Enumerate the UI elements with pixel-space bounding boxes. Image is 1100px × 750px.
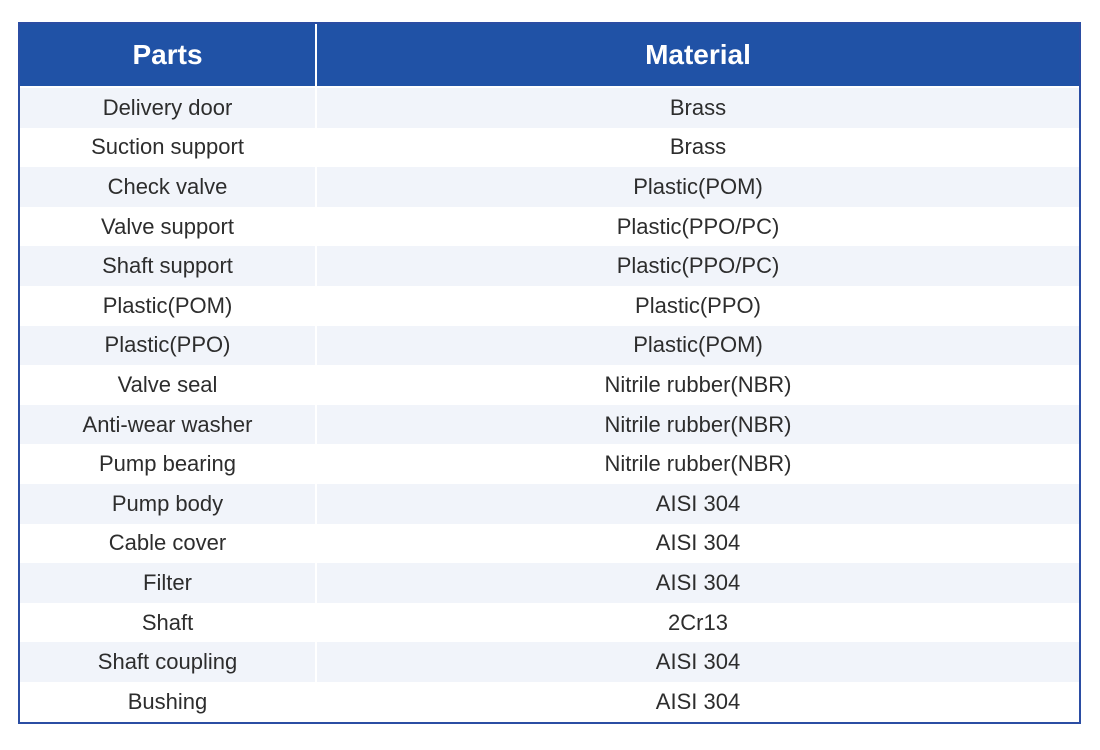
material-cell: Plastic(PPO/PC) <box>317 246 1079 286</box>
material-cell: Plastic(PPO/PC) <box>317 206 1079 247</box>
parts-cell: Plastic(POM) <box>20 285 317 326</box>
material-cell: Plastic(POM) <box>317 325 1079 366</box>
table-row: Plastic(POM) Plastic(PPO) <box>20 285 1079 326</box>
parts-cell: Valve seal <box>20 365 317 405</box>
material-cell: AISI 304 <box>317 642 1079 682</box>
table-row: Valve seal Nitrile rubber(NBR) <box>20 365 1079 405</box>
material-cell: Nitrile rubber(NBR) <box>317 404 1079 445</box>
spec-table: Parts Material Delivery door Brass Suction… <box>20 24 1079 722</box>
material-cell: 2Cr13 <box>317 602 1079 643</box>
material-cell: Plastic(POM) <box>317 167 1079 207</box>
table-row: Shaft 2Cr13 <box>20 602 1079 643</box>
table-row: Plastic(PPO) Plastic(POM) <box>20 325 1079 366</box>
parts-cell: Shaft <box>20 602 317 643</box>
table-body: Delivery door Brass Suction support Brass Ch… <box>20 88 1079 722</box>
table-row: Check valve Plastic(POM) <box>20 167 1079 207</box>
parts-cell: Valve support <box>20 206 317 247</box>
parts-cell: Suction support <box>20 127 317 168</box>
parts-cell: Pump body <box>20 483 317 524</box>
parts-cell: Shaft support <box>20 246 317 286</box>
parts-cell: Pump bearing <box>20 444 317 484</box>
material-cell: AISI 304 <box>317 483 1079 524</box>
parts-cell: Delivery door <box>20 88 317 128</box>
table-row: Pump body AISI 304 <box>20 483 1079 524</box>
material-cell: AISI 304 <box>317 563 1079 603</box>
parts-cell: Filter <box>20 563 317 603</box>
column-header-material: Material <box>317 24 1079 88</box>
parts-cell: Cable cover <box>20 523 317 564</box>
material-cell: AISI 304 <box>317 523 1079 564</box>
parts-cell: Shaft coupling <box>20 642 317 682</box>
material-cell: Nitrile rubber(NBR) <box>317 365 1079 405</box>
table-header: Parts Material <box>20 24 1079 88</box>
table-row: Filter AISI 304 <box>20 563 1079 603</box>
header-row: Parts Material <box>20 24 1079 88</box>
table-row: Shaft support Plastic(PPO/PC) <box>20 246 1079 286</box>
material-cell: Brass <box>317 88 1079 128</box>
parts-cell: Bushing <box>20 681 317 722</box>
material-cell: Brass <box>317 127 1079 168</box>
parts-material-table: Parts Material Delivery door Brass Suction… <box>18 22 1081 724</box>
table-row: Delivery door Brass <box>20 88 1079 128</box>
table-row: Valve support Plastic(PPO/PC) <box>20 206 1079 247</box>
table-row: Pump bearing Nitrile rubber(NBR) <box>20 444 1079 484</box>
table-row: Anti-wear washer Nitrile rubber(NBR) <box>20 404 1079 445</box>
material-cell: Nitrile rubber(NBR) <box>317 444 1079 484</box>
material-cell: AISI 304 <box>317 681 1079 722</box>
parts-cell: Anti-wear washer <box>20 404 317 445</box>
parts-cell: Check valve <box>20 167 317 207</box>
material-cell: Plastic(PPO) <box>317 285 1079 326</box>
table-row: Bushing AISI 304 <box>20 681 1079 722</box>
table-row: Suction support Brass <box>20 127 1079 168</box>
table-row: Cable cover AISI 304 <box>20 523 1079 564</box>
column-header-parts: Parts <box>20 24 317 88</box>
parts-cell: Plastic(PPO) <box>20 325 317 366</box>
table-row: Shaft coupling AISI 304 <box>20 642 1079 682</box>
